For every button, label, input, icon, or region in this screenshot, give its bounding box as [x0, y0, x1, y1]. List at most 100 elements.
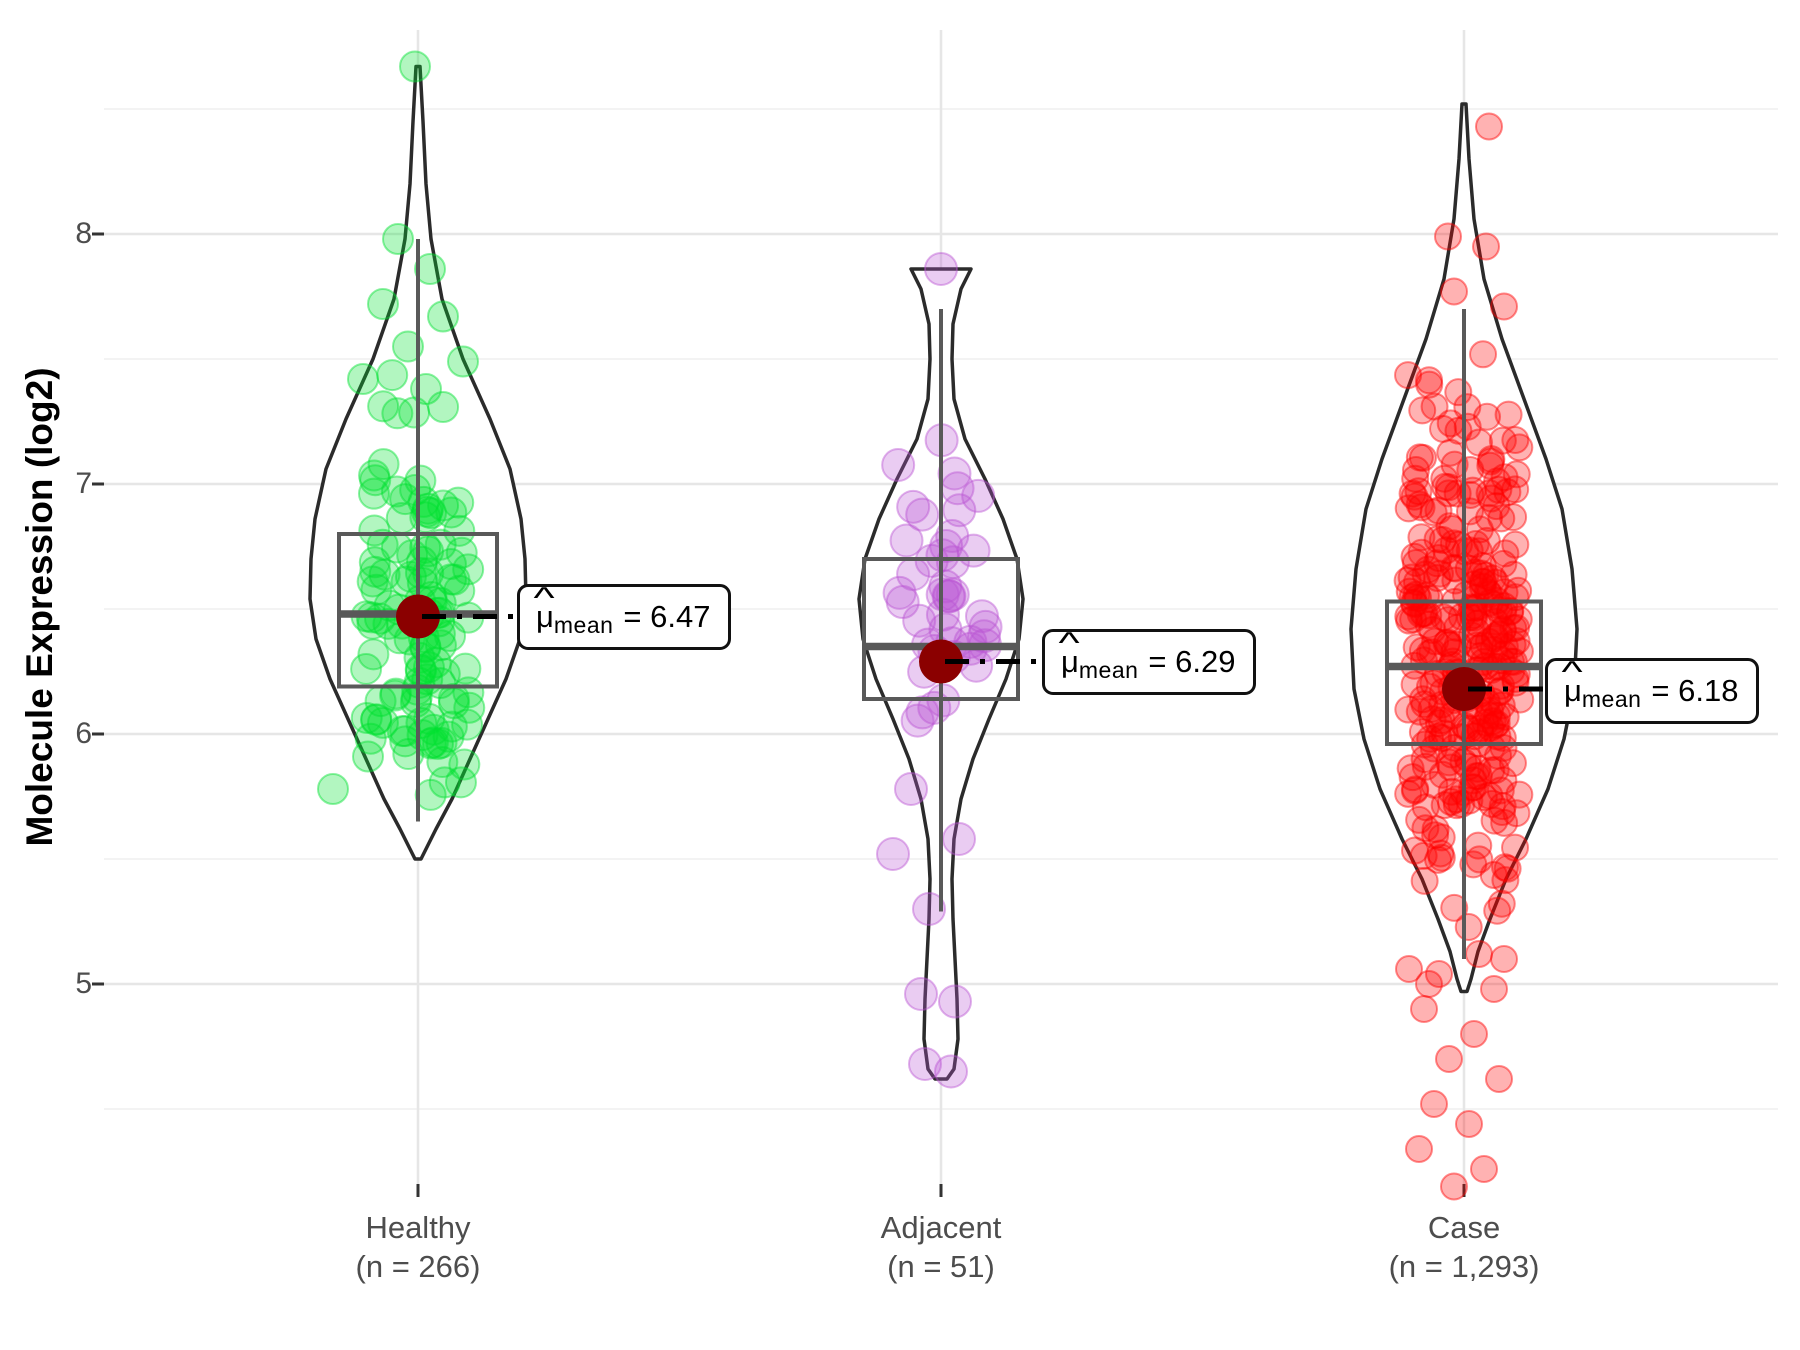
jitter-point [1501, 426, 1530, 455]
jitter-point [1436, 787, 1465, 816]
jitter-point-outlier [427, 300, 459, 333]
jitter-point [1502, 799, 1531, 828]
jitter-point-outlier [1472, 232, 1500, 261]
mean-value: = 6.18 [1651, 673, 1739, 708]
jitter-point [426, 746, 459, 779]
x-group-label-adjacent: Adjacent (n = 51) [761, 1208, 1121, 1286]
jitter-point [1453, 714, 1482, 743]
jitter-point [432, 720, 465, 753]
jitter-point [412, 557, 445, 590]
jitter-point [937, 456, 972, 491]
jitter-point [1487, 671, 1516, 700]
jitter-point [1488, 797, 1517, 826]
jitter-point [404, 653, 437, 686]
jitter-point [1482, 709, 1511, 738]
jitter-point-outlier [1455, 1110, 1483, 1138]
jitter-point [350, 701, 383, 734]
jitter-point [1491, 853, 1520, 882]
jitter-point-outlier [924, 252, 958, 286]
jitter-point [381, 397, 414, 430]
mean-value: = 6.29 [1148, 643, 1236, 679]
jitter-point [360, 703, 393, 736]
jitter-point [1398, 583, 1427, 612]
jitter-point-outlier [938, 984, 972, 1019]
jitter-point-outlier [1415, 970, 1443, 998]
jitter-point [451, 708, 484, 741]
y-tick-label-8: 8 [75, 217, 92, 250]
jitter-point [1488, 426, 1517, 455]
jitter-point [1498, 749, 1527, 778]
jitter-point [1476, 447, 1505, 476]
jitter-point [1474, 627, 1503, 656]
jitter-point [427, 489, 460, 522]
mu-hat-symbol: ^ μ [533, 581, 555, 634]
jitter-point [1496, 647, 1525, 676]
jitter-point [414, 778, 447, 811]
jitter-point [1433, 628, 1462, 657]
jitter-point [424, 528, 457, 561]
jitter-point [399, 474, 432, 507]
jitter-point [1484, 475, 1513, 504]
jitter-point [1418, 705, 1447, 734]
jitter-point-outlier [382, 223, 414, 255]
jitter-point [1481, 755, 1510, 784]
jitter-point [1490, 808, 1519, 837]
jitter-point [1504, 576, 1533, 605]
jitter-point [1404, 477, 1433, 506]
jitter-point [1488, 792, 1517, 821]
jitter-point [1423, 563, 1452, 592]
x-group-label-healthy-n: (n = 266) [355, 1249, 481, 1284]
jitter-point [412, 535, 445, 568]
jitter-point-outlier [1485, 1065, 1513, 1093]
jitter-point [350, 652, 383, 685]
jitter-point [367, 448, 400, 481]
jitter-point [1400, 542, 1429, 571]
jitter-point [1489, 766, 1518, 795]
mean-annotation-healthy: ^ μmean = 6.47 [517, 581, 732, 650]
jitter-point [445, 536, 478, 569]
jitter-point [1427, 706, 1456, 735]
jitter-point [1400, 482, 1429, 511]
jitter-point [1482, 492, 1511, 521]
jitter-point [1465, 515, 1494, 544]
jitter-point [392, 738, 425, 771]
jitter-point [1402, 633, 1431, 662]
jitter-point [1393, 566, 1422, 595]
jitter-point [1491, 702, 1520, 731]
jitter-point [1460, 603, 1489, 632]
jitter-point [1421, 821, 1450, 850]
box-plot-case [1385, 599, 1543, 746]
jitter-point [404, 464, 437, 497]
jitter-point [1400, 670, 1429, 699]
jitter-point-outlier [1490, 292, 1518, 321]
jitter-point [881, 447, 916, 482]
jitter-point-outlier [399, 50, 431, 83]
jitter-point [376, 359, 409, 392]
jitter-point [1419, 734, 1448, 763]
jitter-point [1410, 690, 1439, 719]
jitter-point [424, 667, 457, 700]
jitter-point [1405, 805, 1434, 834]
jitter-point [1474, 701, 1503, 730]
jitter-point [1411, 814, 1440, 843]
jitter-point [935, 577, 970, 612]
jitter-point [406, 719, 439, 752]
jitter-point [405, 545, 438, 578]
jitter-point [389, 715, 422, 748]
jitter-point [1477, 756, 1506, 785]
jitter-point [443, 514, 476, 547]
jitter-point [1427, 823, 1456, 852]
jitter-point-outlier [317, 773, 349, 805]
jitter-point [1490, 632, 1519, 661]
jitter-point [1502, 613, 1531, 642]
jitter-point-outlier [1460, 1020, 1488, 1048]
mu-subscript: mean [553, 611, 614, 638]
jitter-point [1502, 460, 1531, 489]
jitter-point [905, 497, 940, 532]
jitter-point [1491, 866, 1520, 895]
jitter-point [1469, 567, 1498, 596]
jitter-point [1414, 555, 1443, 584]
jitter-point [1401, 549, 1430, 578]
jitter-point [942, 493, 977, 528]
jitter-point [1502, 627, 1531, 656]
